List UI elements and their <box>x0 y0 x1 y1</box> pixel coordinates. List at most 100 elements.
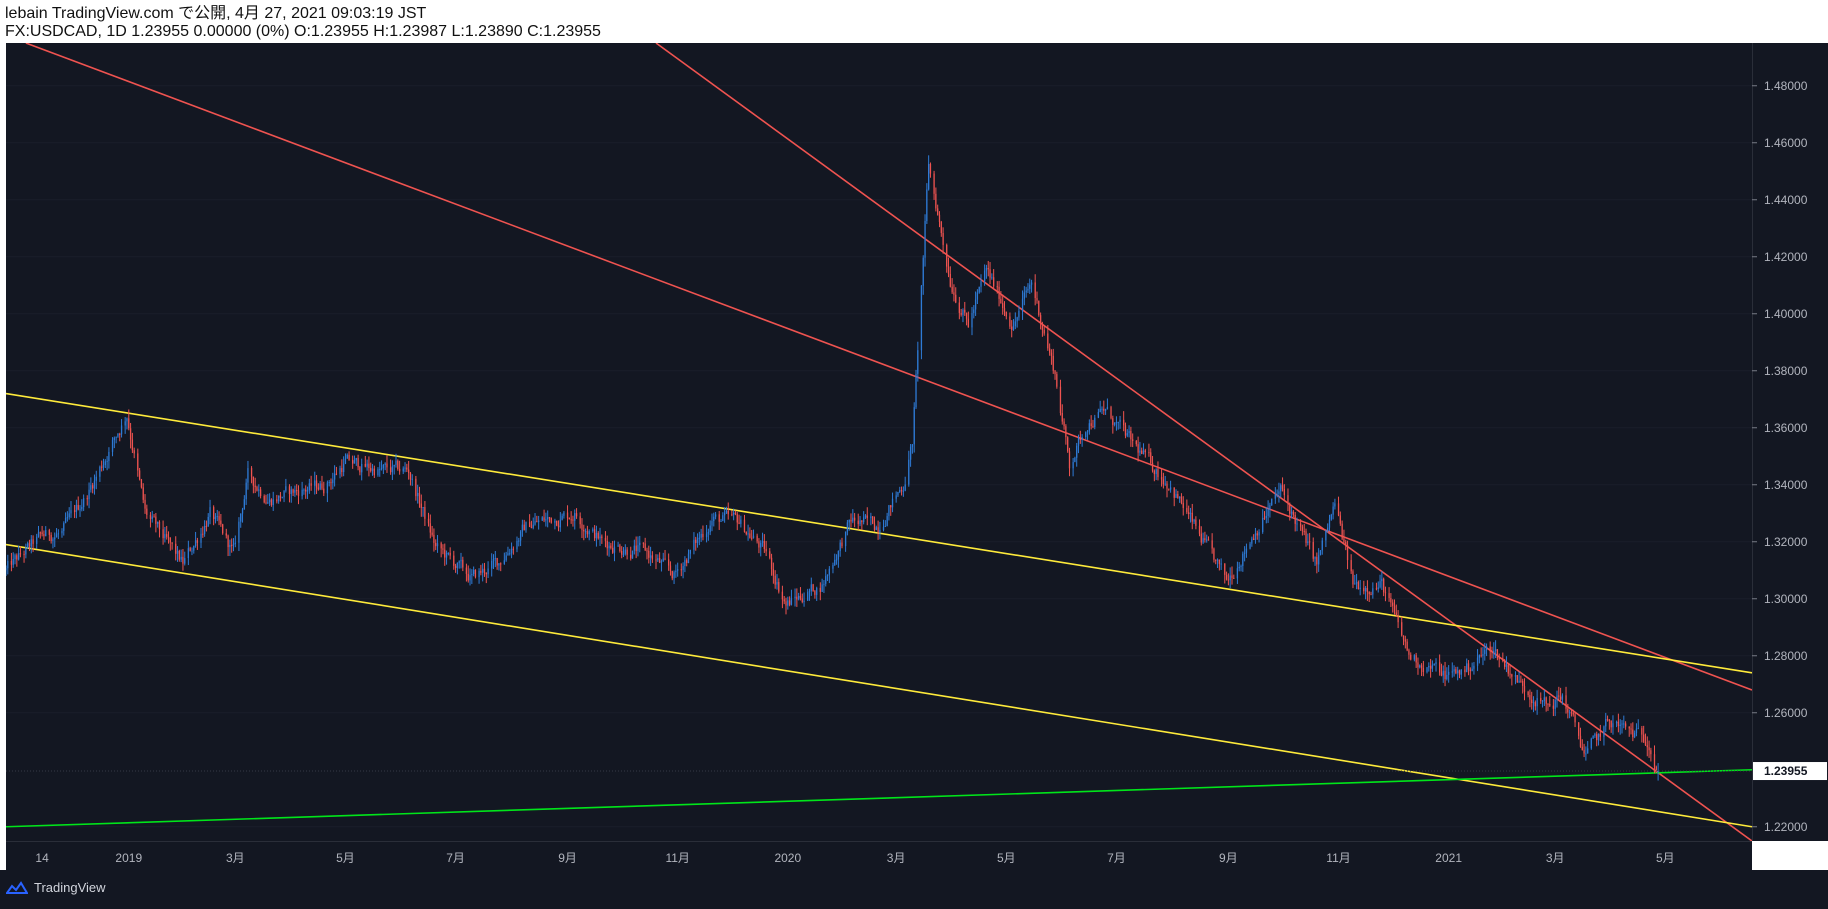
candle-body <box>39 532 41 534</box>
candle-body <box>574 513 576 521</box>
candle-body <box>1561 695 1564 700</box>
candle-body <box>695 539 697 543</box>
candle-body <box>140 479 143 488</box>
candle-body <box>1404 639 1406 642</box>
candle-body <box>193 546 195 551</box>
candle-body <box>1213 548 1215 560</box>
candle-body <box>1469 669 1471 672</box>
candle-body <box>1224 563 1226 575</box>
candle-body <box>191 550 193 552</box>
candle-body <box>1621 723 1623 725</box>
tradingview-brand[interactable]: TradingView <box>6 880 106 895</box>
candle-body <box>579 516 581 525</box>
candle-body <box>848 519 850 523</box>
candle-body <box>1065 426 1067 438</box>
candle-body <box>667 559 670 566</box>
candle-body <box>505 555 507 561</box>
candle-body <box>1296 523 1298 525</box>
candle-body <box>604 537 607 541</box>
candle-body <box>1072 462 1074 469</box>
candle-body <box>498 563 500 566</box>
candle-body <box>1011 326 1013 330</box>
candle-body <box>510 548 513 554</box>
candle-body <box>1498 658 1500 660</box>
candle-body <box>259 489 262 497</box>
candle-body <box>1076 445 1078 458</box>
candle-body <box>915 373 917 408</box>
candle-body <box>776 582 778 585</box>
candle-body <box>976 292 979 300</box>
candle-body <box>902 490 905 492</box>
candle-body <box>472 569 475 575</box>
time-tick-label: 9月 <box>1219 851 1238 865</box>
candle-body <box>1178 496 1181 499</box>
candle-body <box>1337 503 1340 516</box>
candle-body <box>980 281 982 287</box>
candle-body <box>1485 646 1488 650</box>
candle-body <box>1168 488 1170 490</box>
candle-body <box>238 521 240 543</box>
time-axis[interactable] <box>6 841 1752 870</box>
candle-body <box>252 476 255 486</box>
candle-body <box>1043 330 1045 334</box>
candle-body <box>1112 418 1114 425</box>
last-price-badge <box>1753 762 1827 781</box>
candle-body <box>1657 771 1659 773</box>
candle-body <box>1206 539 1208 541</box>
candle-body <box>263 496 265 503</box>
candle-body <box>1547 703 1549 705</box>
price-axis[interactable] <box>1752 43 1828 841</box>
candle-body <box>23 553 25 555</box>
footer-bar <box>0 870 1828 909</box>
candle-body <box>296 490 298 492</box>
candle-body <box>131 439 134 451</box>
candle-body <box>1413 655 1416 660</box>
candle-body <box>1388 593 1390 598</box>
candle-body <box>153 516 155 518</box>
candle-body <box>440 543 442 549</box>
candle-body <box>218 516 220 521</box>
candle-body <box>420 503 422 509</box>
candle-body <box>1211 540 1213 549</box>
candle-body <box>743 519 746 532</box>
candle-body <box>359 467 361 473</box>
candle-body <box>872 516 874 524</box>
candle-body <box>1523 686 1526 692</box>
price-tick-label: 1.46000 <box>1764 136 1808 150</box>
candle-body <box>686 560 688 563</box>
candle-body <box>1410 654 1412 660</box>
candle-body <box>95 476 97 481</box>
candle-body <box>1559 696 1562 700</box>
candle-body <box>626 549 628 555</box>
candle-body <box>512 548 515 550</box>
candle-body <box>115 436 117 438</box>
candle-body <box>1243 552 1246 554</box>
candle-body <box>1274 494 1276 499</box>
candle-body <box>1522 680 1524 687</box>
candle-body <box>826 574 829 577</box>
candle-body <box>1633 732 1636 738</box>
candle-body <box>344 458 347 464</box>
candle-body <box>1581 746 1583 750</box>
candle-body <box>500 563 502 565</box>
candle-body <box>157 521 159 524</box>
time-tick-label: 2019 <box>115 851 142 865</box>
candle-body <box>355 458 357 461</box>
candle-body <box>693 539 695 550</box>
candle-body <box>1029 284 1031 289</box>
candle-body <box>1655 766 1657 773</box>
candle-body <box>727 510 729 515</box>
candle-body <box>1169 487 1172 490</box>
candle-body <box>247 468 249 483</box>
candle-body <box>953 292 955 295</box>
candle-body <box>1334 503 1336 507</box>
candle-body <box>111 440 114 452</box>
candle-body <box>1467 663 1470 670</box>
trendline-yellow-upper <box>6 392 1752 674</box>
chart-pane[interactable] <box>6 43 1752 841</box>
candle-body <box>1245 548 1248 553</box>
candle-body <box>1393 605 1396 613</box>
candle-body <box>1059 386 1062 414</box>
candle-body <box>503 560 505 564</box>
